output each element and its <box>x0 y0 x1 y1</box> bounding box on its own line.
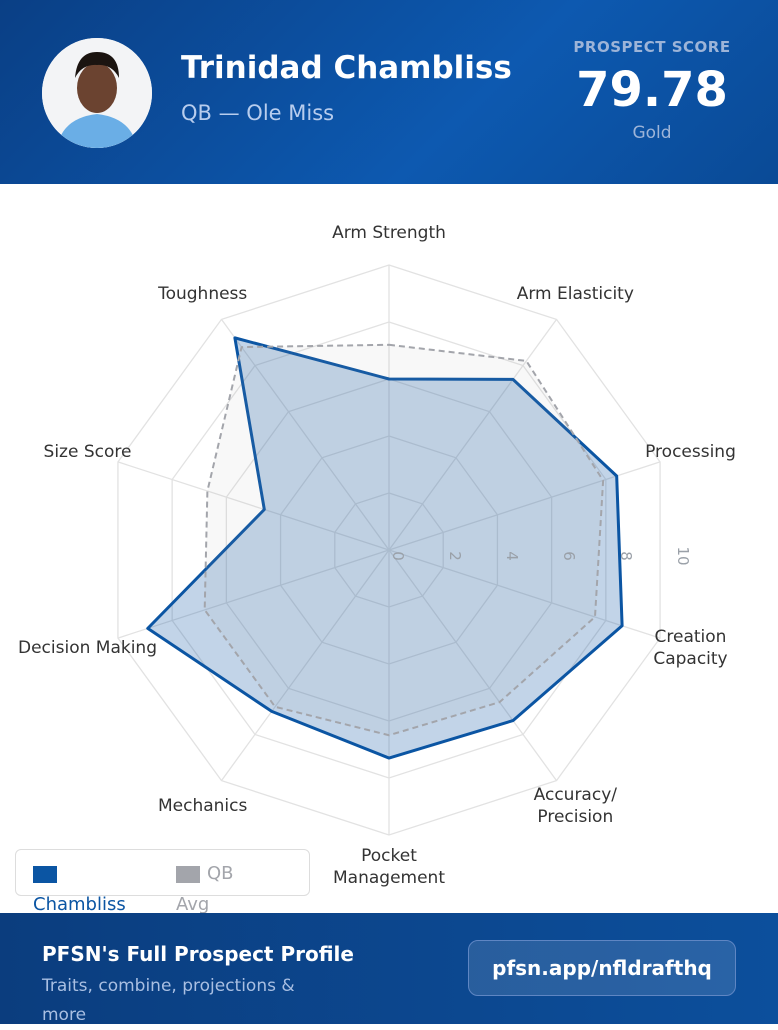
legend-swatch <box>33 865 57 883</box>
legend-item: Chambliss <box>33 858 126 920</box>
spoke <box>117 461 390 551</box>
axis-label: Mechanics <box>157 796 248 817</box>
r-tick-label: 4 <box>503 551 521 561</box>
score-label: PROSPECT SCORE <box>573 38 731 56</box>
footer: PFSN's Full Prospect Profile Traits, com… <box>0 913 778 1025</box>
r-tick-label: 0 <box>389 551 407 561</box>
header: Trinidad Chambliss QB — Ole Miss PROSPEC… <box>0 0 778 184</box>
axis-label: Accuracy/Precision <box>533 785 617 828</box>
player-subtitle: QB — Ole Miss <box>181 101 335 125</box>
footer-title: PFSN's Full Prospect Profile <box>42 942 354 966</box>
legend-item: QB Avg <box>176 858 264 920</box>
spoke <box>117 549 390 639</box>
series-area <box>146 336 624 760</box>
r-tick-label: 2 <box>446 551 464 561</box>
spoke <box>220 549 390 781</box>
spoke <box>388 319 558 551</box>
axis-label: Decision Making <box>18 637 157 658</box>
axis-label: Toughness <box>158 283 248 304</box>
footer-text: Traits, combine, projections & more <box>42 976 295 1025</box>
legend-label: Chambliss <box>33 894 126 915</box>
series-area <box>203 343 605 737</box>
avatar <box>42 38 152 148</box>
spoke <box>388 549 661 639</box>
axis-label: Arm Elasticity <box>516 283 634 304</box>
axis-label: Processing <box>645 442 736 463</box>
r-tick-label: 8 <box>617 551 635 561</box>
link-button[interactable]: pfsn.app/nfldrafthq <box>468 940 736 996</box>
axis-label: Arm Strength <box>332 223 446 243</box>
spoke <box>388 549 558 781</box>
axis-label: Size Score <box>43 442 132 463</box>
avatar-image <box>42 38 152 148</box>
axis-label: Pocket Management <box>333 846 445 888</box>
legend: Chambliss QB Avg <box>15 849 310 915</box>
r-tick-label: 10 <box>674 546 692 565</box>
spoke <box>220 319 390 551</box>
spoke <box>388 461 661 551</box>
legend-label: QB Avg <box>176 863 234 915</box>
player-name: Trinidad Chambliss <box>181 50 512 86</box>
legend-swatch <box>176 865 200 883</box>
r-tick-label: 6 <box>560 551 578 561</box>
score: 79.78 <box>576 62 728 118</box>
tier: Gold <box>632 123 672 143</box>
axis-label: Creation Capacity <box>653 626 728 669</box>
